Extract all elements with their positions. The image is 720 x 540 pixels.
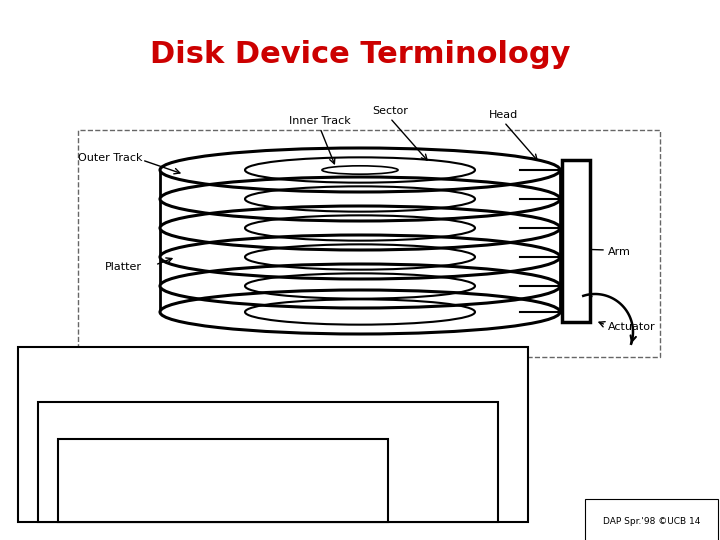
Ellipse shape (160, 290, 560, 334)
Bar (78, 130, 660, 357)
Text: DAP Spr.'98 ©UCB 14: DAP Spr.'98 ©UCB 14 (603, 517, 700, 526)
Text: Head: Head (490, 110, 518, 120)
Bar (38, 402, 498, 522)
Text: Outer Track: Outer Track (78, 153, 142, 163)
Ellipse shape (160, 148, 560, 192)
Text: Disk Device Terminology: Disk Device Terminology (150, 40, 570, 69)
Bar (58, 439, 388, 522)
Text: Disk Latency = Queuing Time + Controller time +: Disk Latency = Queuing Time + Controller… (26, 355, 372, 368)
Ellipse shape (160, 206, 560, 250)
Text: Actuator: Actuator (608, 322, 656, 332)
Text: Seek: 8 ms or less: Seek: 8 ms or less (66, 445, 194, 458)
Text: Sector: Sector (372, 106, 408, 116)
Ellipse shape (160, 264, 560, 308)
Text: Order of magnitude times for 4K byte transfers:: Order of magnitude times for 4K byte tra… (44, 408, 364, 421)
Text: Inner Track: Inner Track (289, 116, 351, 126)
Bar (562, 160, 590, 322)
Ellipse shape (160, 235, 560, 279)
Bar (18, 347, 528, 522)
Ellipse shape (160, 177, 560, 221)
Text: Platter: Platter (105, 262, 142, 272)
Text: Rotate: 4.2 ms @ 7200 rpm: Rotate: 4.2 ms @ 7200 rpm (66, 473, 258, 486)
Text: Arm: Arm (608, 247, 631, 257)
Text: Xfer: 1 ms @ 7200 rpm: Xfer: 1 ms @ 7200 rpm (66, 499, 228, 512)
Text: Seek Time + Rotation Time + Xfer Time: Seek Time + Rotation Time + Xfer Time (134, 389, 413, 402)
